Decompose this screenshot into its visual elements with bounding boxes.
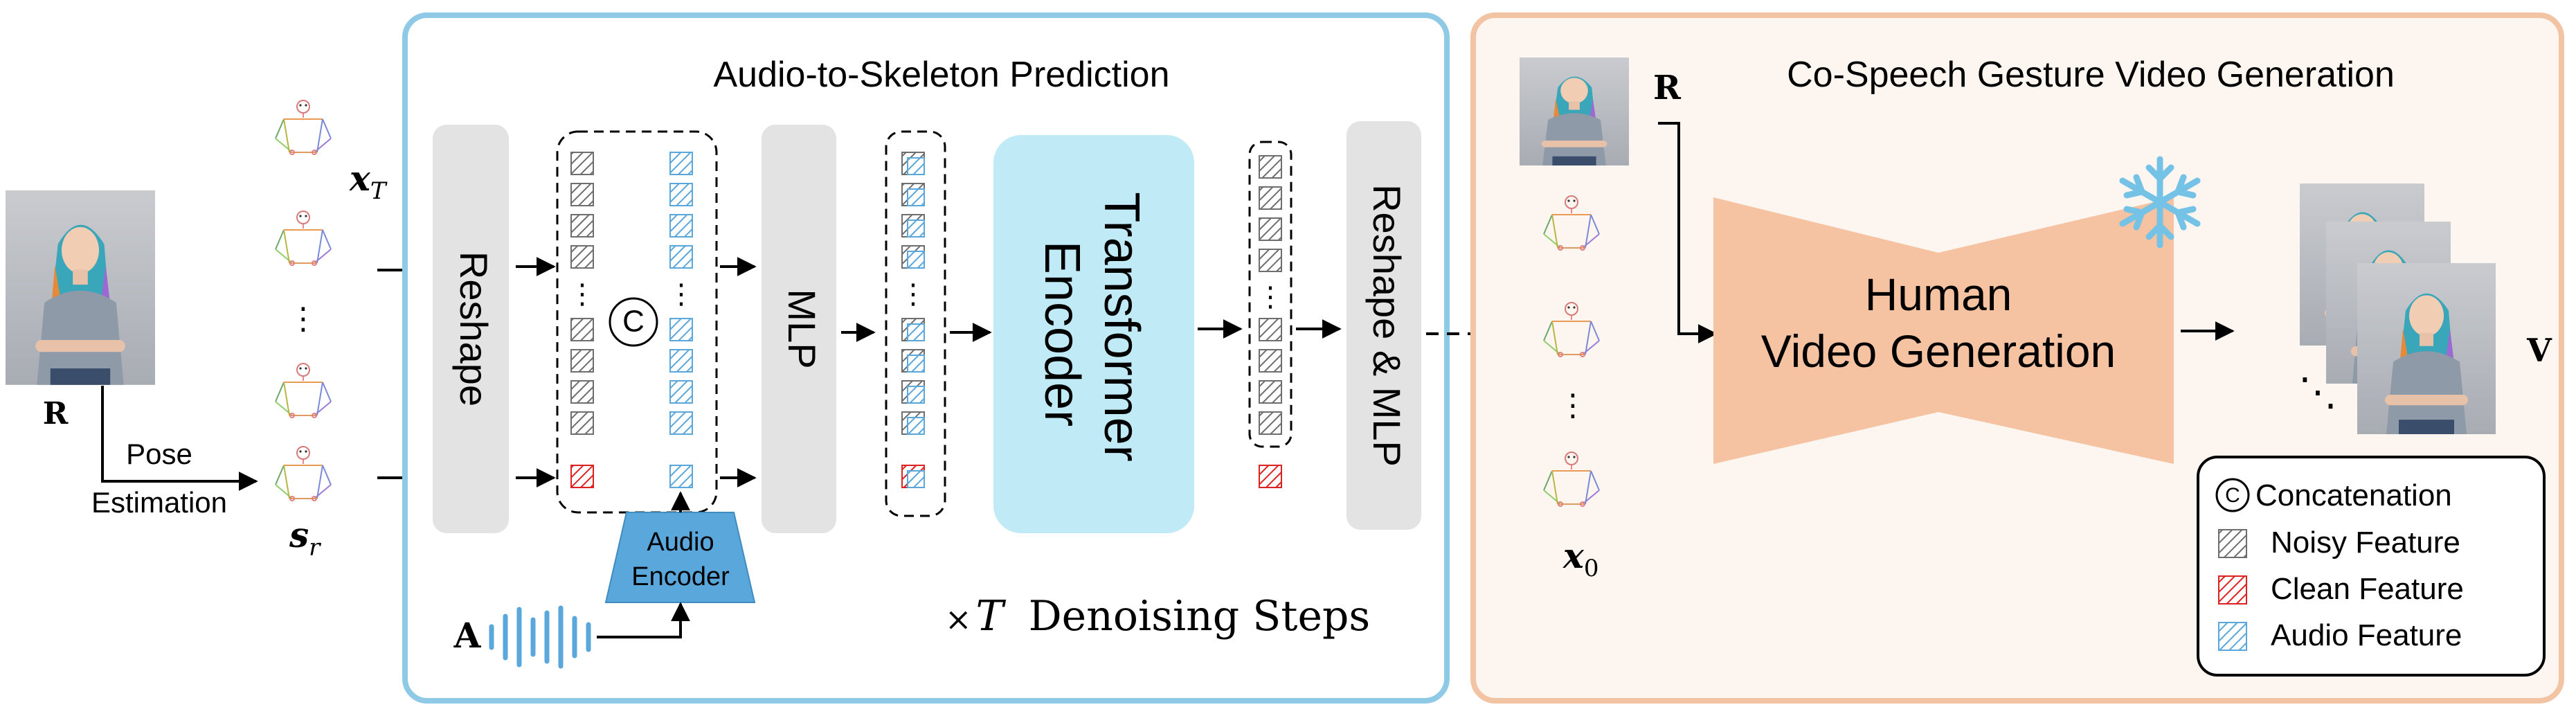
legend-box (2197, 456, 2546, 677)
reshape-label: Reshape (452, 251, 496, 406)
audio-encoder-block (604, 512, 756, 603)
audio-encoder-label-2: Encoder (631, 562, 730, 591)
reference-label: R (43, 396, 69, 431)
legend-concat-symbol: C (2215, 478, 2250, 512)
snowflake-icon (2119, 156, 2201, 249)
video-generation-title: Co-Speech Gesture Video Generation (1787, 55, 2395, 95)
vg-reference-arrow (1658, 122, 1718, 343)
concat-symbol: C (609, 297, 658, 347)
audio-label: A (453, 615, 482, 656)
transformer-encoder-label: Transformer Encoder (1034, 192, 1149, 475)
audio-encoder-label-1: Audio (647, 528, 714, 557)
arrow-audio-to-encoder (597, 602, 690, 638)
reshape-mlp-label: Reshape & MLP (1365, 184, 1409, 467)
skeleton-reference-sr (275, 446, 332, 501)
audio-waveform-icon (489, 605, 591, 669)
skeleton-sequence-xt (275, 100, 332, 418)
audio-to-skeleton-title: Audio-to-Skeleton Prediction (713, 55, 1169, 95)
svg-text:C: C (2225, 484, 2240, 507)
x0-symbol: x0 (1562, 535, 1598, 582)
denoised-feature-group (1248, 141, 1292, 448)
denoised-clean-feature (1259, 465, 1282, 488)
human-video-generation-label-2: Video Generation (1761, 325, 2116, 377)
mlp-block (762, 125, 836, 533)
pose-estimation-label-1: Pose (126, 438, 192, 470)
human-video-generation-label-1: Human (1865, 269, 2012, 320)
output-video-label: V (2526, 332, 2552, 369)
vg-reference-label: R (1653, 69, 1682, 107)
concat-clean-feature (570, 465, 594, 488)
legend-clean-swatch (2218, 575, 2247, 605)
legend-noisy-swatch (2218, 529, 2247, 558)
vg-reference-image (1520, 57, 1629, 165)
svg-text:C: C (622, 305, 645, 339)
denoising-steps-caption: × T Denoising Steps (945, 592, 1370, 641)
pose-estimation-label-2: Estimation (91, 486, 227, 519)
legend-audio-label: Audio Feature (2271, 618, 2462, 652)
reshape-block (433, 125, 509, 533)
concat-noisy-dots: ⋮ (568, 279, 596, 310)
fused-feature-column (901, 152, 925, 488)
concat-audio-column (669, 152, 693, 488)
mlp-label: MLP (780, 289, 824, 368)
x0-dots: ⋮ (1558, 388, 1588, 422)
fused-feature-group (885, 130, 946, 517)
denoised-dots: ⋮ (1257, 282, 1284, 312)
skeleton-dots: ⋮ (288, 302, 318, 336)
pose-estimation-arrow (101, 386, 258, 491)
sr-symbol: sr (289, 514, 321, 562)
legend-noisy-label: Noisy Feature (2271, 526, 2460, 560)
legend-concat-label: Concatenation (2255, 478, 2452, 512)
fused-dots: ⋮ (899, 279, 927, 310)
reference-image (6, 190, 156, 385)
denoised-feature-column (1259, 155, 1282, 435)
xt-symbol: xT (349, 158, 388, 205)
human-video-generation-block (1713, 197, 2174, 464)
legend-clean-label: Clean Feature (2271, 572, 2464, 606)
reshape-mlp-block (1346, 121, 1421, 530)
concat-noisy-column (570, 152, 594, 435)
legend-audio-swatch (2218, 622, 2247, 651)
transformer-encoder-block (993, 135, 1194, 533)
concat-audio-dots: ⋮ (667, 279, 695, 310)
output-dots: ⋱ (2298, 370, 2337, 413)
